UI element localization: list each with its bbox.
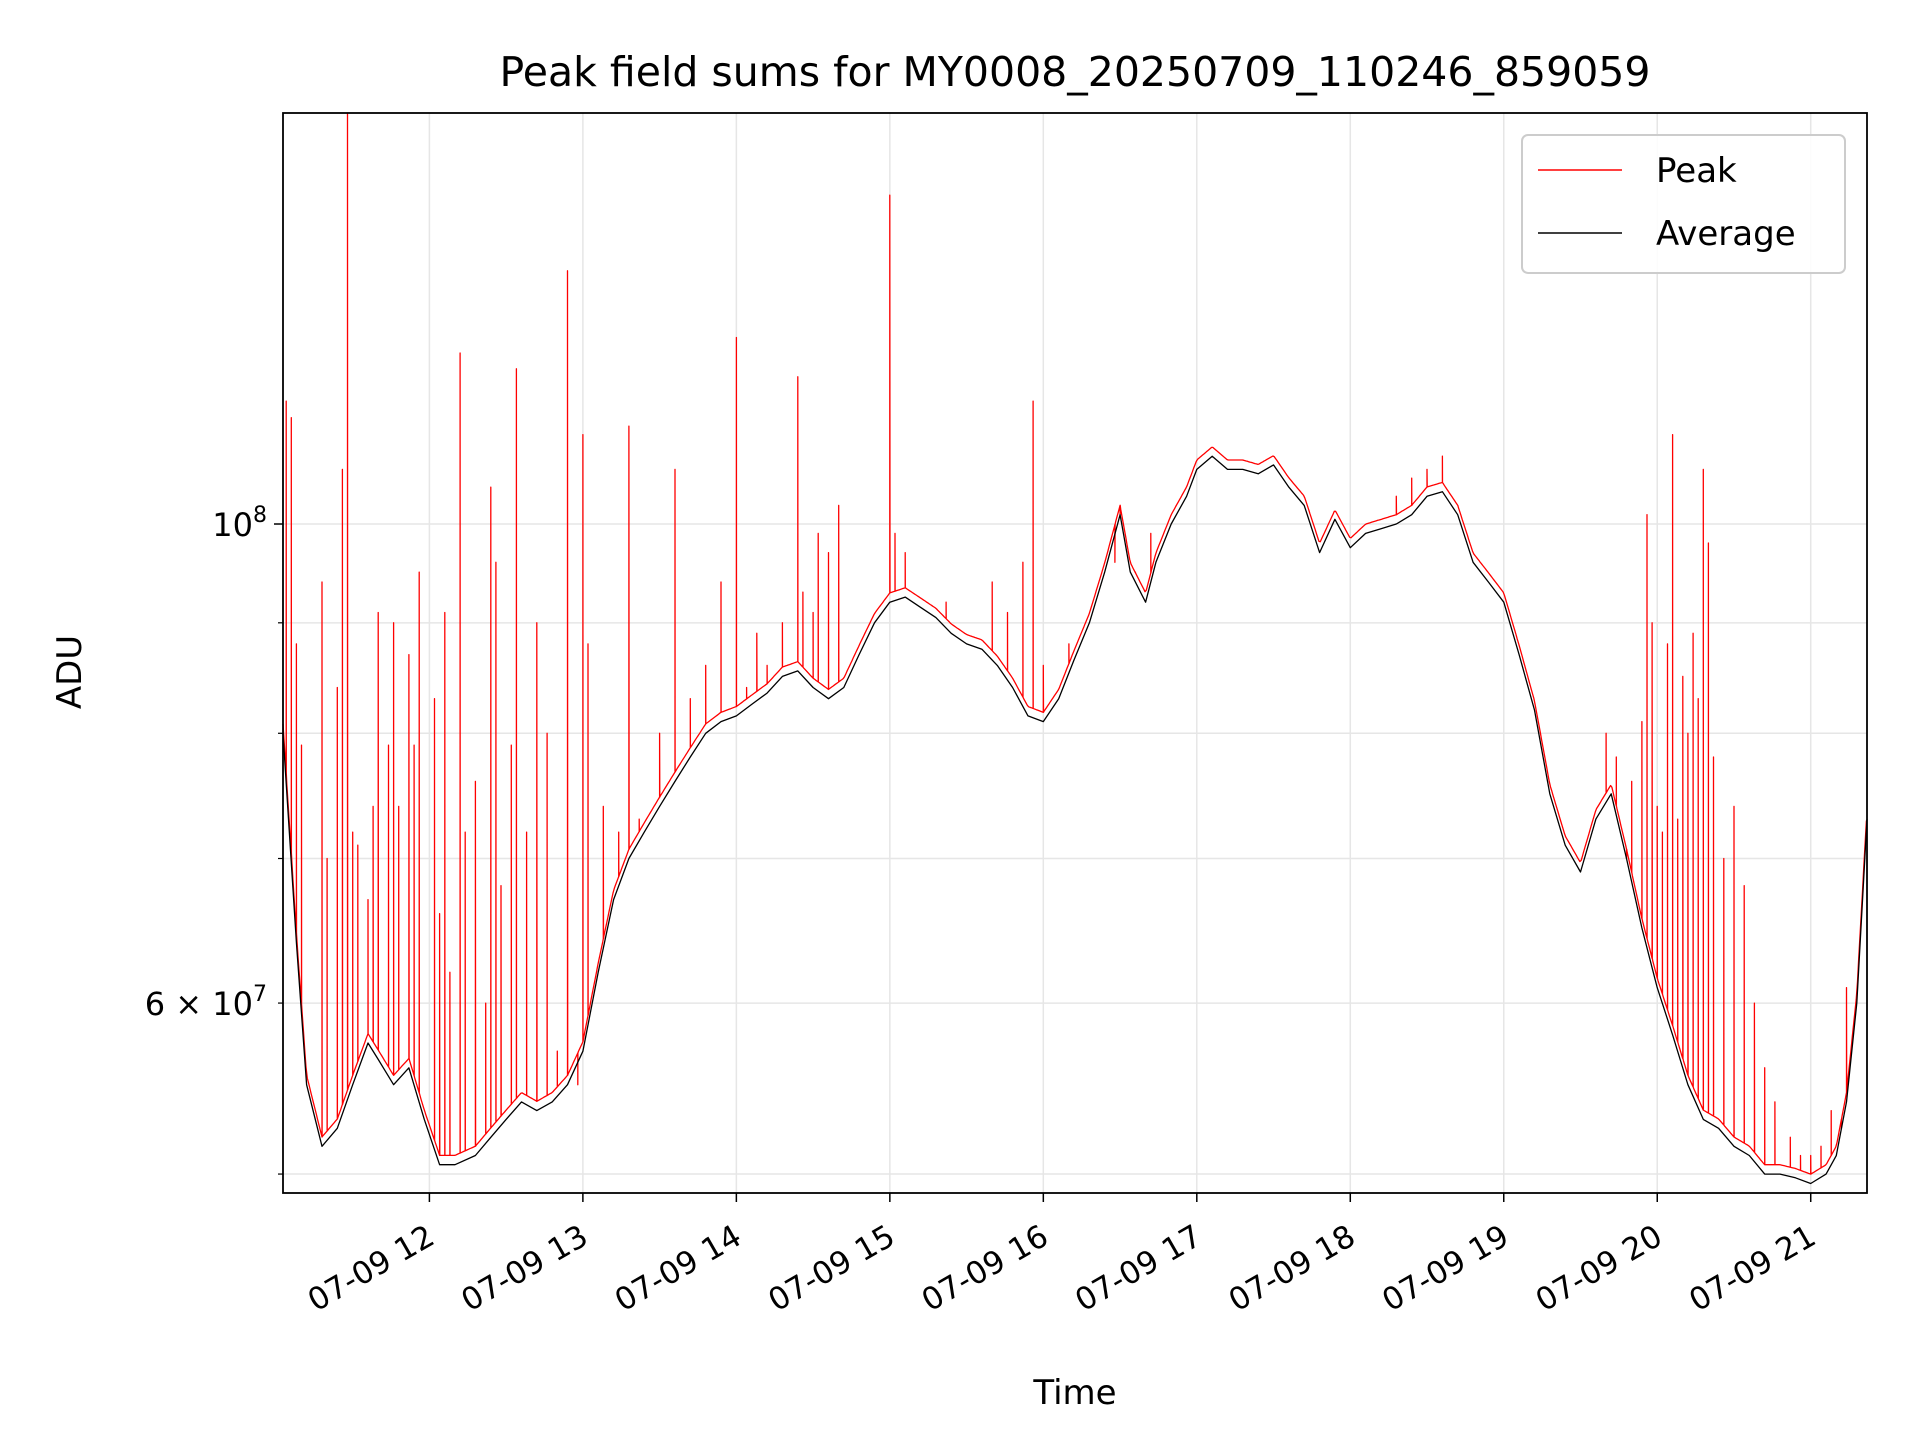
- chart-title: Peak field sums for MY0008_20250709_1102…: [500, 48, 1651, 96]
- plot-frame: [282, 112, 1868, 1194]
- y-tick-label: 6 × 107: [145, 982, 267, 1023]
- peak-series-line: [282, 112, 1868, 1175]
- series-layer: [282, 112, 1868, 1185]
- grid: [283, 113, 1867, 1193]
- legend: Peak Average: [1521, 134, 1846, 274]
- legend-average-label: Average: [1656, 214, 1796, 254]
- legend-peak-label: Peak: [1656, 151, 1737, 191]
- y-axis-label: ADU: [50, 635, 90, 709]
- x-axis-label: Time: [1032, 1373, 1116, 1413]
- average-series-line: [282, 455, 1868, 1185]
